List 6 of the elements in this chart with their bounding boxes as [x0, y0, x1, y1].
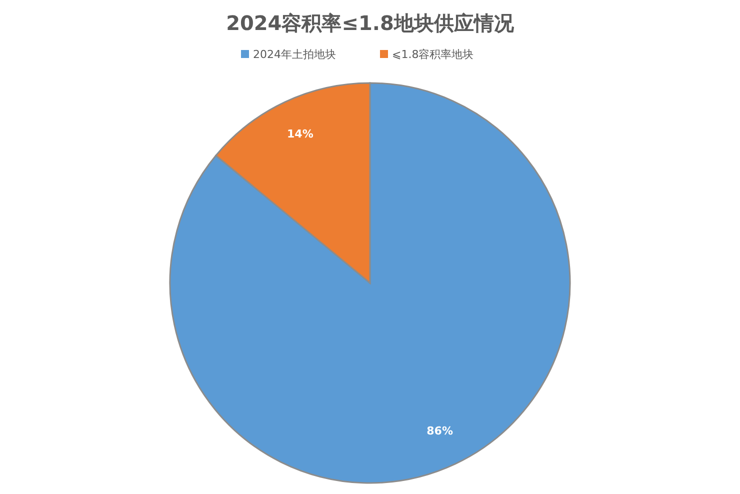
- data-label: 86%: [426, 424, 453, 438]
- pie-slice: [169, 82, 571, 484]
- chart-title: 2024容积率≤1.8地块供应情况: [226, 11, 515, 35]
- legend-label: 2024年土拍地块: [253, 48, 336, 61]
- data-label: 14%: [287, 128, 314, 141]
- legend-label: ⩽1.8容积率地块: [392, 48, 474, 61]
